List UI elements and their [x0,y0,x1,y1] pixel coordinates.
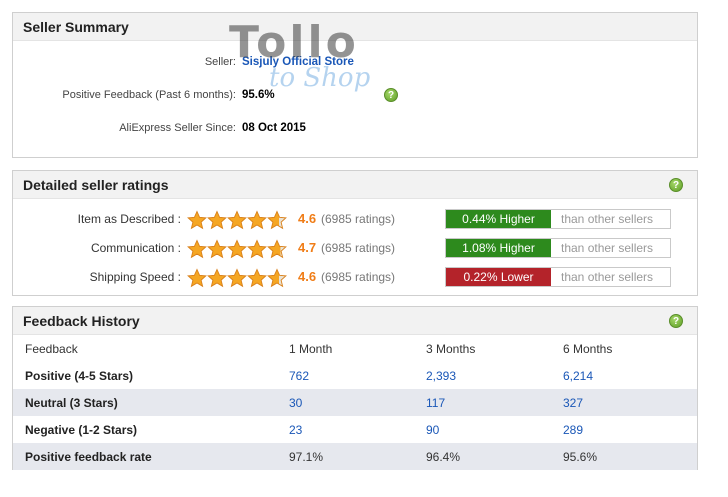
table-row: Neutral (3 Stars) 30 117 327 [13,389,697,416]
rating-label: Communication : [90,241,181,255]
table-row: Negative (1-2 Stars) 23 90 289 [13,416,697,443]
count-link[interactable]: 762 [289,368,310,383]
star-icon [267,239,287,259]
seller-name-link[interactable]: Sisjuly Official Store [242,56,354,68]
comparison-box: 0.44% Higher than other sellers [445,209,671,229]
seller-row: Seller: Sisjuly Official Store [13,53,697,71]
star-rating [187,238,287,260]
rating-count: (6985 ratings) [321,241,396,255]
star-icon [207,210,227,230]
count-link[interactable]: 289 [563,422,584,437]
rating-count: (6985 ratings) [321,212,396,226]
feedback-history-panel: Feedback History ? Feedback 1 Month 3 Mo… [12,306,698,470]
comparison-box: 1.08% Higher than other sellers [445,238,671,258]
seller-summary-title: Seller Summary [23,18,129,35]
row-label: Positive (4-5 Stars) [25,368,134,383]
seller-summary-panel: Seller Summary Seller: Sisjuly Official … [12,12,698,158]
comparison-text: than other sellers [561,212,654,226]
star-icon [267,210,287,230]
table-row: Positive (4-5 Stars) 762 2,393 6,214 [13,362,697,389]
rating-score: 4.6 [298,211,317,226]
row-label: Negative (1-2 Stars) [25,422,138,437]
star-icon [247,268,267,288]
seller-summary-header: Seller Summary [13,13,697,41]
star-icon [207,268,227,288]
rating-label: Shipping Speed : [89,270,181,284]
question-icon[interactable]: ? [669,314,683,328]
seller-since-value: 08 Oct 2015 [242,122,306,134]
star-rating [187,267,287,289]
detailed-ratings-header: Detailed seller ratings ? [13,171,697,199]
row-label: Positive feedback rate [13,443,289,470]
rating-count: (6985 ratings) [321,270,396,284]
seller-label: Seller: [204,56,236,68]
rate-value: 95.6% [563,443,697,470]
table-header-row: Feedback 1 Month 3 Months 6 Months [13,335,697,362]
count-link[interactable]: 30 [289,389,426,416]
comparison-badge: 0.22% Lower [446,268,551,286]
column-header: Feedback [25,341,78,356]
feedback-history-header: Feedback History ? [13,307,697,335]
count-link[interactable]: 90 [426,422,440,437]
star-icon [187,268,207,288]
positive-feedback-label: Positive Feedback (Past 6 months): [62,89,236,101]
star-icon [227,268,247,288]
comparison-text: than other sellers [561,270,654,284]
column-header: 3 Months [426,341,476,356]
question-icon[interactable]: ? [669,178,683,192]
star-icon [187,210,207,230]
star-icon [267,268,287,288]
star-icon [187,239,207,259]
column-header: 6 Months [563,341,613,356]
comparison-badge: 0.44% Higher [446,210,551,228]
positive-feedback-value: 95.6% [242,89,275,101]
column-header: 1 Month [289,341,333,356]
star-icon [247,239,267,259]
star-rating [187,209,287,231]
row-label: Neutral (3 Stars) [13,389,289,416]
feedback-history-title: Feedback History [23,312,140,329]
count-link[interactable]: 23 [289,422,303,437]
rate-value: 96.4% [426,443,563,470]
count-link[interactable]: 327 [563,389,697,416]
seller-since-row: AliExpress Seller Since: 08 Oct 2015 [13,119,697,137]
comparison-text: than other sellers [561,241,654,255]
comparison-box: 0.22% Lower than other sellers [445,267,671,287]
rating-score: 4.6 [298,269,317,284]
rating-row: Shipping Speed : 4.6 (6985 ratings) 0.22% L… [13,267,697,289]
question-icon[interactable]: ? [384,88,398,102]
star-icon [227,210,247,230]
star-icon [207,239,227,259]
star-icon [227,239,247,259]
positive-feedback-row: Positive Feedback (Past 6 months): 95.6%… [13,86,697,104]
count-link[interactable]: 6,214 [563,368,594,383]
rating-label: Item as Described : [77,212,181,226]
seller-since-label: AliExpress Seller Since: [119,122,236,134]
rating-row: Communication : 4.7 (6985 ratings) 1.08% Hi… [13,238,697,260]
rating-score: 4.7 [298,240,317,255]
count-link[interactable]: 117 [426,389,563,416]
rating-row: Item as Described : 4.6 (6985 ratings) 0.44… [13,209,697,231]
comparison-badge: 1.08% Higher [446,239,551,257]
rate-value: 97.1% [289,443,426,470]
count-link[interactable]: 2,393 [426,368,457,383]
detailed-ratings-title: Detailed seller ratings [23,176,169,193]
star-icon [247,210,267,230]
feedback-history-table: Feedback 1 Month 3 Months 6 Months Posit… [13,335,697,470]
table-row: Positive feedback rate 97.1% 96.4% 95.6% [13,443,697,470]
detailed-ratings-panel: Detailed seller ratings ? Item as Descri… [12,170,698,296]
